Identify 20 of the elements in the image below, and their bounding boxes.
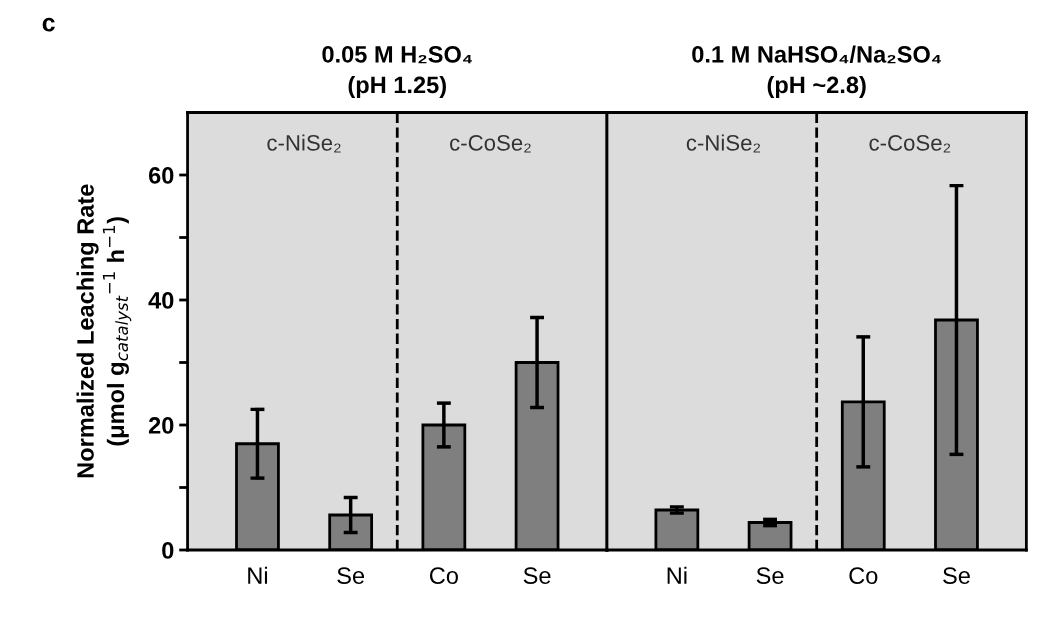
annotation: c-NiSe₂ [686, 134, 761, 153]
x-tick-label: Se [943, 567, 970, 585]
y-tick-label: 60 [148, 167, 174, 184]
x-tick-label: Se [337, 567, 365, 585]
x-tick-label: Se [756, 567, 784, 585]
y-tick-label: 20 [148, 417, 174, 434]
x-tick-label: Se [523, 567, 551, 585]
x-tick-label: Ni [667, 566, 687, 584]
chart-title: 0.1 M NaHSO₄/Na₂SO₄ (pH ~2.8) [692, 45, 941, 98]
x-tick-label: Co [849, 567, 878, 585]
text: c [42, 17, 55, 32]
chart-title: 0.05 M H₂SO₄ (pH 1.25) [322, 46, 472, 98]
y-axis-title: Normalized Leaching Rate (μmol g$_{catalyst}$$^{−1}$ h$^{−1}$) [76, 184, 132, 478]
y-tick-label: 40 [148, 292, 174, 309]
annotation: c-NiSe₂ [267, 134, 341, 153]
y-tick-label: 0 [162, 542, 174, 559]
x-tick-label: Ni [248, 566, 268, 584]
x-tick-label: Co [429, 567, 458, 585]
annotation: c-CoSe₂ [450, 134, 531, 153]
annotation: c-CoSe₂ [869, 134, 951, 153]
